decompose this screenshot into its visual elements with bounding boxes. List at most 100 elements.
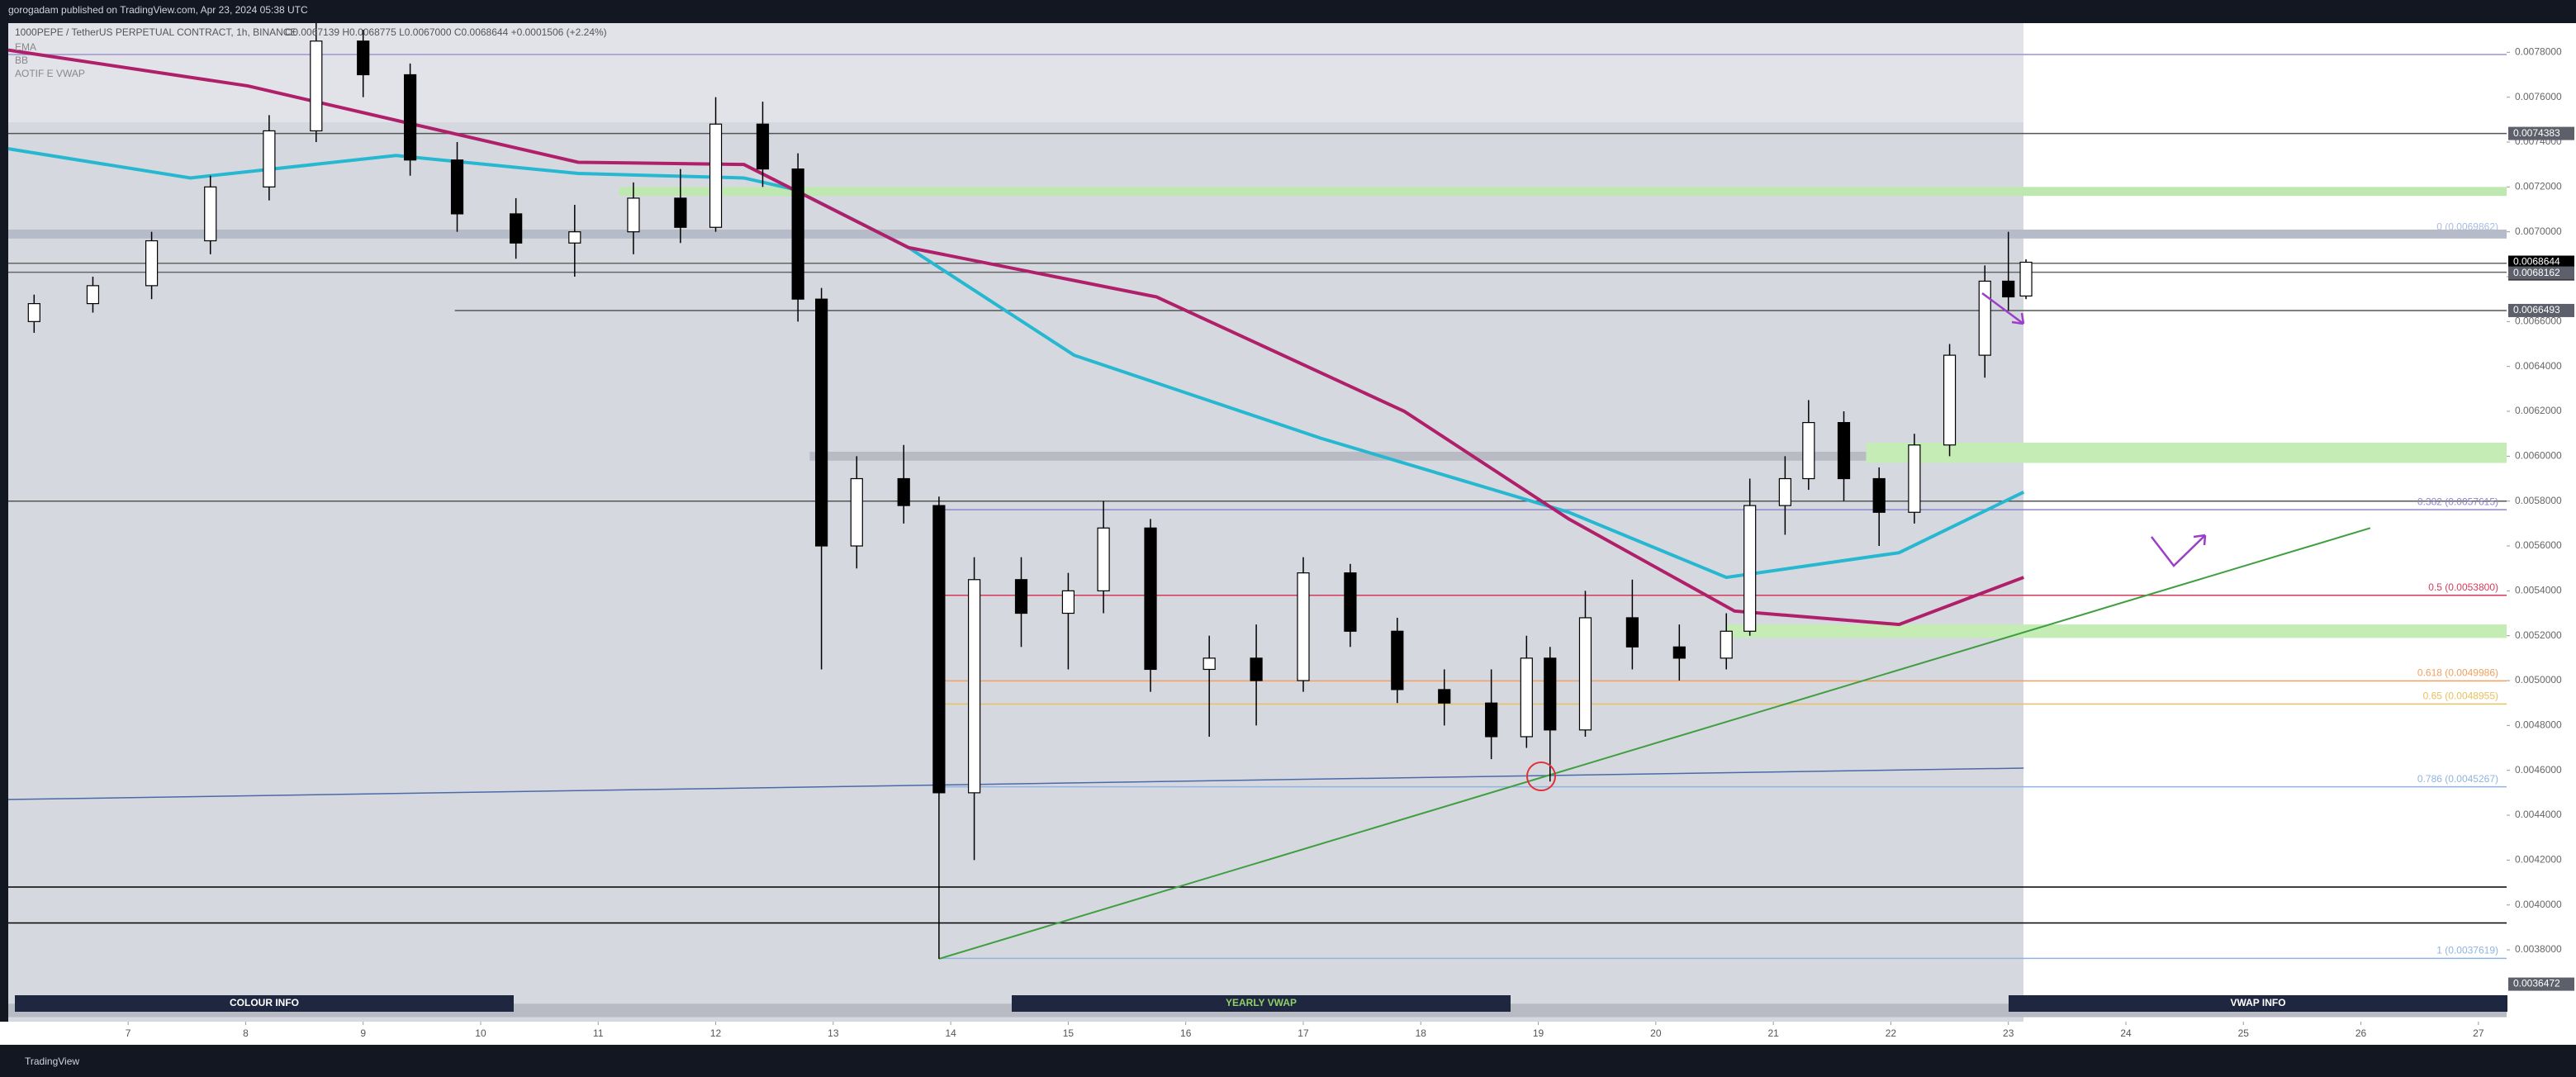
x-tick-label: 9 xyxy=(360,1027,366,1039)
price-axis xyxy=(2507,23,2576,1045)
arrow-annotation xyxy=(1981,292,2025,325)
indicator-line xyxy=(7,48,2024,627)
circle-annotation xyxy=(1526,761,1556,791)
y-tick-label: 0.0056000 xyxy=(2515,539,2562,551)
x-tick-label: 23 xyxy=(2003,1027,2014,1039)
info-button-label: VWAP INFO xyxy=(2230,997,2285,1008)
price-tag xyxy=(2508,303,2574,317)
candle-body xyxy=(815,298,828,547)
candle-body xyxy=(568,231,581,244)
candle-body xyxy=(1943,354,1957,446)
candle-body xyxy=(1908,444,1921,513)
x-tick-label: 24 xyxy=(2120,1027,2132,1039)
candle-body xyxy=(1625,617,1639,648)
candle-body xyxy=(897,477,910,506)
candle-body xyxy=(357,40,370,76)
x-tick-label: 12 xyxy=(710,1027,722,1039)
zone xyxy=(1726,624,2507,638)
info-button[interactable] xyxy=(15,995,514,1012)
candle-body xyxy=(2019,261,2033,297)
candle-body xyxy=(450,159,464,215)
candle-body xyxy=(1344,572,1357,632)
y-tick-label: 0.0048000 xyxy=(2515,719,2562,731)
y-tick-label: 0.0038000 xyxy=(2515,943,2562,955)
x-tick-label: 21 xyxy=(1767,1027,1779,1039)
fib-label: 0.786 (0.0045267) xyxy=(2417,773,2498,785)
info-button[interactable] xyxy=(1012,995,1511,1012)
ohlc: O0.0067139 H0.0068775 L0.0067000 C0.0068… xyxy=(285,26,607,38)
candle-body xyxy=(932,505,946,794)
candle-body xyxy=(86,285,100,305)
x-tick-label: 15 xyxy=(1063,1027,1075,1039)
candle-body xyxy=(2002,280,2015,298)
y-tick-label: 0.0050000 xyxy=(2515,674,2562,686)
candle-body xyxy=(510,213,523,244)
candle-body xyxy=(1485,702,1498,738)
candle-body xyxy=(756,123,770,170)
info-button[interactable] xyxy=(2009,995,2507,1012)
zone xyxy=(8,229,2507,239)
zone xyxy=(809,451,1867,461)
candle-body xyxy=(709,123,723,228)
candle-body xyxy=(204,186,217,242)
y-tick-label: 0.0058000 xyxy=(2515,495,2562,506)
symbol: 1000PEPE / TetherUS PERPETUAL CONTRACT, … xyxy=(15,26,297,38)
candle-body xyxy=(1978,280,1991,356)
arrow-annotation xyxy=(2151,534,2207,567)
x-tick-label: 27 xyxy=(2473,1027,2484,1039)
price-tag-label: 0.0068644 xyxy=(2513,256,2560,268)
candle-body xyxy=(1391,630,1404,690)
y-tick-label: 0.0042000 xyxy=(2515,854,2562,866)
fib-label: 0.618 (0.0049986) xyxy=(2417,667,2498,679)
fib-label: 0.65 (0.0048955) xyxy=(2423,690,2498,702)
candle-body xyxy=(1250,657,1263,681)
candle-body xyxy=(1872,477,1886,513)
x-tick-label: 22 xyxy=(1886,1027,1897,1039)
x-tick-label: 13 xyxy=(828,1027,839,1039)
candle-body xyxy=(850,477,863,547)
price-tag-label: 0.0074383 xyxy=(2513,127,2560,139)
x-tick-label: 18 xyxy=(1416,1027,1427,1039)
fib-label: 0.5 (0.0053800) xyxy=(2428,581,2498,593)
x-tick-label: 26 xyxy=(2355,1027,2367,1039)
fib-label: 0 (0.0069862) xyxy=(2436,221,2498,233)
x-tick-label: 19 xyxy=(1533,1027,1544,1039)
x-tick-label: 7 xyxy=(126,1027,131,1039)
candle-body xyxy=(1438,689,1451,704)
info-button-label: COLOUR INFO xyxy=(230,997,299,1008)
y-tick-label: 0.0070000 xyxy=(2515,225,2562,237)
candle-body xyxy=(1097,527,1110,591)
candle-body xyxy=(1837,422,1851,480)
x-tick-label: 17 xyxy=(1297,1027,1309,1039)
fib-label: 0.382 (0.0057615) xyxy=(2417,496,2498,507)
candle-body xyxy=(1061,590,1075,614)
candle-body xyxy=(1544,657,1557,731)
x-tick-label: 11 xyxy=(593,1027,604,1039)
zone xyxy=(619,187,2507,197)
candle-body xyxy=(791,168,804,300)
candle-body xyxy=(674,197,687,228)
candle-body xyxy=(967,579,981,794)
candle-body xyxy=(27,303,40,322)
time-axis xyxy=(0,1022,2576,1045)
x-tick-label: 25 xyxy=(2238,1027,2250,1039)
candle-body xyxy=(145,240,159,287)
candle-body xyxy=(1144,527,1157,671)
candle-body xyxy=(1672,646,1686,659)
price-tag xyxy=(2508,266,2574,280)
zone xyxy=(1866,443,2507,463)
candle-body xyxy=(263,130,276,187)
y-tick-label: 0.0044000 xyxy=(2515,809,2562,820)
price-tag xyxy=(2508,126,2574,140)
price-tag-label: 0.0036472 xyxy=(2513,978,2560,989)
price-tag xyxy=(2508,977,2574,991)
trend-line xyxy=(938,527,2371,960)
fib-label: 1 (0.0037619) xyxy=(2436,945,2498,956)
y-tick-label: 0.0078000 xyxy=(2515,45,2562,57)
candle-body xyxy=(1578,617,1592,731)
indicator: AOTIF E VWAP xyxy=(15,68,85,79)
plot: 0 (0.0069862) 0.382 (0.0057615) 0.5 (0.005… xyxy=(7,23,2507,1018)
x-tick-label: 20 xyxy=(1650,1027,1662,1039)
footer-logo: TradingView xyxy=(25,1056,79,1067)
